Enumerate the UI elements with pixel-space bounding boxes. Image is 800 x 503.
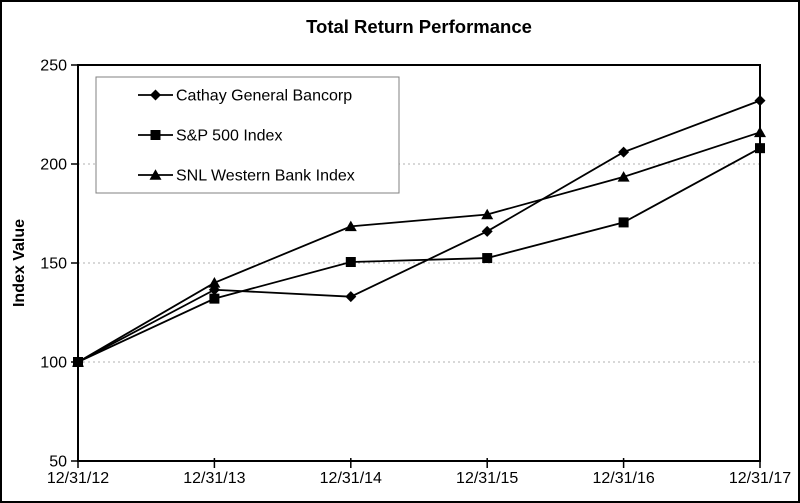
legend-label-snl-western-bank-index: SNL Western Bank Index: [176, 168, 355, 185]
y-tick-label: 100: [40, 355, 67, 372]
y-tick-label: 50: [49, 454, 67, 471]
square-marker: [618, 217, 629, 228]
diamond-marker: [345, 291, 357, 303]
diamond-marker: [618, 146, 630, 158]
triangle-marker: [617, 171, 630, 182]
x-tick-label: 12/31/14: [320, 470, 382, 487]
chart-title: Total Return Performance: [306, 16, 532, 37]
series-line-cathay-general-bancorp: [77, 99, 761, 363]
series-line-snl-western-bank-index: [77, 131, 761, 363]
y-tick-label: 150: [40, 256, 67, 273]
legend-square-marker: [150, 130, 161, 140]
y-tick-label: 250: [40, 58, 67, 75]
triangle-marker: [72, 356, 84, 367]
x-tick-label: 12/31/15: [456, 470, 518, 487]
diamond-marker: [481, 225, 493, 237]
x-tick-label: 12/31/16: [592, 470, 654, 487]
x-tick-label: 12/31/13: [183, 470, 245, 487]
square-marker: [482, 253, 493, 264]
y-tick-label: 200: [40, 157, 67, 174]
diamond-marker: [754, 95, 766, 107]
legend-triangle-marker: [149, 169, 162, 180]
legend-diamond-marker: [150, 89, 161, 101]
series-line-s-p-500-index: [77, 147, 761, 363]
triangle-marker: [754, 126, 766, 138]
square-marker: [345, 257, 356, 268]
triangle-marker: [208, 277, 221, 288]
triangle-marker: [481, 208, 494, 220]
triangle-marker: [344, 220, 357, 232]
legend-label-cathay-general-bancorp: Cathay General Bancorp: [176, 88, 352, 105]
x-tick-label: 12/31/17: [729, 470, 791, 487]
x-tick-label: 12/31/12: [47, 470, 109, 487]
square-marker: [209, 293, 220, 304]
square-marker: [755, 143, 765, 154]
legend-label-s-p-500-index: S&P 500 Index: [176, 128, 282, 145]
